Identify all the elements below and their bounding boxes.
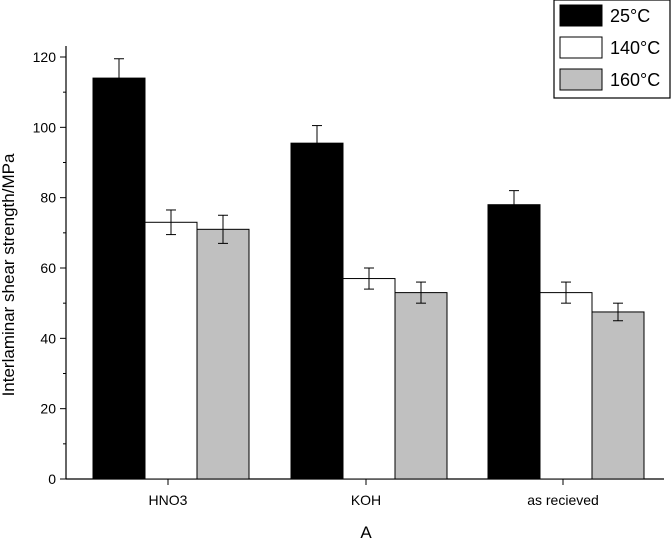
y-tick-label: 100 — [33, 119, 57, 135]
bar — [539, 292, 593, 480]
chart-error-bars — [114, 58, 623, 322]
bar — [290, 142, 344, 480]
bar — [144, 221, 198, 480]
bar — [342, 278, 396, 480]
y-tick-label: 0 — [48, 471, 56, 487]
x-axis-title: A — [360, 523, 372, 541]
chart-ticks: 0 20 40 60 80 100 120 HNO3 KOH as recieved — [33, 49, 599, 508]
x-tick-label: KOH — [351, 492, 381, 508]
legend-swatch — [559, 36, 603, 59]
chart-legend: 25°C 140°C 160°C — [553, 0, 671, 99]
y-tick-label: 80 — [40, 190, 56, 206]
chart-bars — [92, 77, 645, 480]
bar — [394, 292, 448, 480]
y-tick-label: 60 — [40, 260, 56, 276]
y-tick-label: 120 — [33, 49, 57, 65]
legend-label: 25°C — [610, 6, 650, 26]
legend-swatch — [559, 4, 603, 27]
x-tick-label: as recieved — [527, 492, 599, 508]
legend-label: 160°C — [610, 70, 660, 90]
legend-label: 140°C — [610, 38, 660, 58]
bar — [196, 228, 250, 480]
bar — [487, 204, 541, 480]
y-axis-title: Interlaminar shear strength/MPa — [0, 153, 18, 396]
y-tick-label: 40 — [40, 330, 56, 346]
bar — [591, 311, 645, 480]
bar — [92, 77, 146, 480]
y-tick-label: 20 — [40, 401, 56, 417]
legend-swatch — [559, 68, 603, 91]
x-tick-label: HNO3 — [149, 492, 188, 508]
